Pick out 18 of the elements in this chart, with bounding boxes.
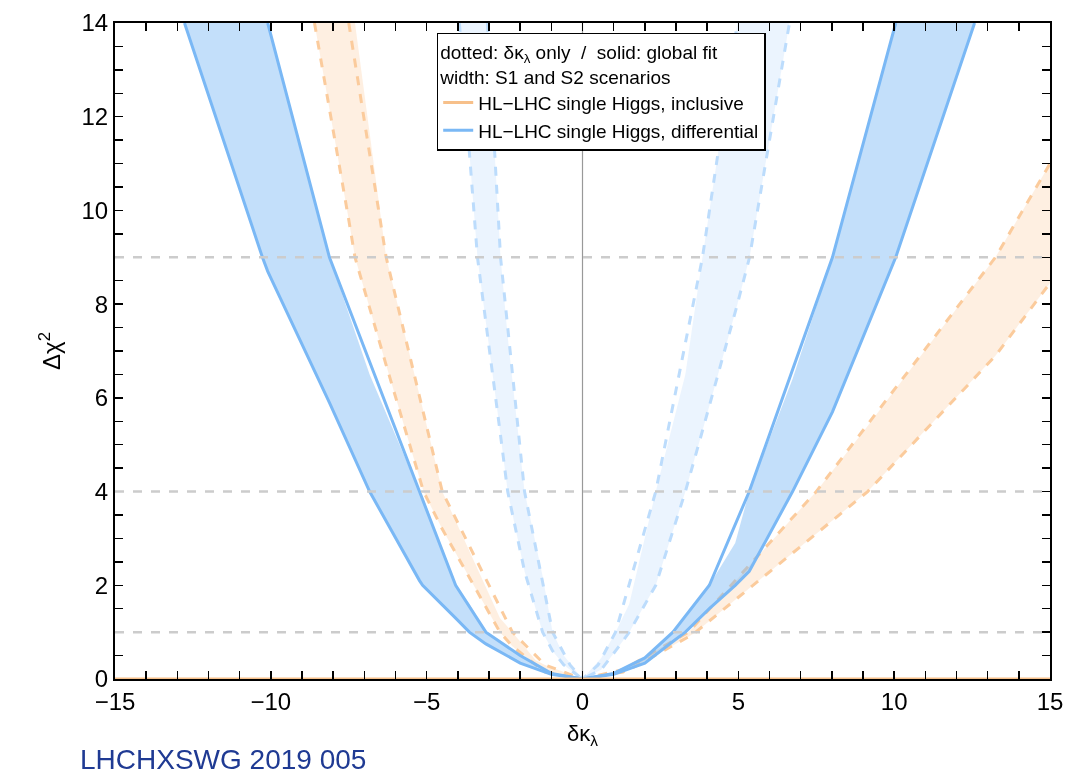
x-axis-title: δκ$_{λ}$ [567, 721, 599, 749]
y-tick-label: 6 [94, 384, 109, 412]
x-tick-label: 5 [731, 687, 746, 715]
y-tick-label: 14 [81, 9, 109, 37]
y-tick-label: 8 [94, 290, 109, 318]
y-tick-label: 4 [94, 477, 109, 505]
y-tick-label: 10 [81, 196, 109, 224]
text: LHCHXSWG 2019 005 [80, 744, 367, 775]
legend-title: dotted: δκ$_{λ}$ only / solid: global fit width: S1 and S2 scenarios [439, 42, 718, 88]
x-tick-label: 10 [880, 687, 908, 715]
legend-label: HL−LHC single Higgs, differential [478, 120, 759, 142]
x-tick-label: 15 [1036, 687, 1064, 715]
x-tick-label: −10 [250, 687, 292, 715]
x-tick-label: −5 [412, 687, 441, 715]
y-tick-label: 2 [94, 571, 109, 599]
x-tick-label: 0 [575, 687, 590, 715]
y-tick-label: 12 [81, 103, 109, 131]
legend-label: HL−LHC single Higgs, inclusive [478, 93, 744, 114]
